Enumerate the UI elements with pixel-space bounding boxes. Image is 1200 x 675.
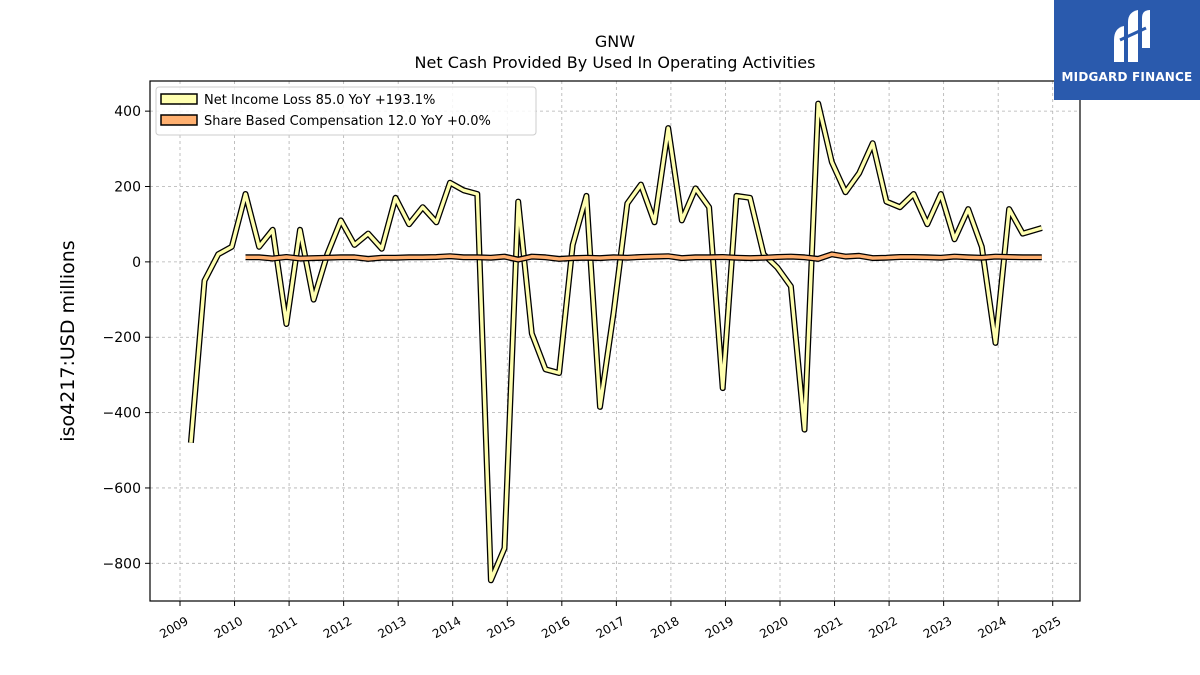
x-tick-label: 2016 (539, 614, 572, 641)
x-tick-label: 2015 (485, 614, 518, 641)
y-tick-label: 200 (114, 180, 141, 196)
grid (150, 81, 1080, 601)
midgard-finance-logo: MIDGARD FINANCE (1054, 0, 1200, 100)
y-axis-label: iso4217:USD millions (57, 240, 79, 441)
x-tick-label: 2020 (757, 614, 790, 641)
legend: Net Income Loss 85.0 YoY +193.1% Share Ba… (155, 86, 537, 136)
logo-text: MIDGARD FINANCE (1061, 70, 1193, 84)
x-tick-label: 2019 (703, 614, 736, 641)
legend-label-0: Net Income Loss 85.0 YoY +193.1% (204, 93, 435, 108)
y-tick-label: −200 (103, 330, 141, 346)
x-tick-label: 2011 (266, 614, 299, 641)
series-lines (187, 100, 1043, 584)
legend-box (155, 86, 537, 136)
x-axis: 2009 2010 2011 2012 2013 2014 2015 2016 2017 2018… (157, 601, 1063, 641)
legend-swatch-0 (160, 93, 198, 105)
x-tick-label: 2009 (157, 614, 190, 641)
logo-mark-icon (1114, 10, 1150, 62)
y-tick-label: 0 (132, 255, 141, 271)
plot-frame (149, 80, 1081, 602)
x-tick-label: 2022 (866, 614, 899, 641)
legend-swatch-1 (160, 114, 198, 126)
x-tick-label: 2013 (375, 614, 408, 641)
series-line-1 (245, 252, 1042, 262)
x-tick-label: 2010 (212, 614, 245, 641)
y-tick-label: −400 (103, 406, 141, 422)
series-line-0 (189, 101, 1043, 582)
x-tick-label: 2017 (594, 614, 627, 641)
legend-label-1: Share Based Compensation 12.0 YoY +0.0% (204, 114, 491, 129)
x-tick-label: 2014 (430, 614, 463, 641)
x-tick-label: 2021 (812, 614, 845, 641)
x-tick-label: 2024 (975, 614, 1008, 641)
x-tick-label: 2012 (321, 614, 354, 641)
x-tick-label: 2025 (1030, 614, 1063, 641)
y-tick-label: −600 (103, 481, 141, 497)
y-axis: 400 200 0 −200 −400 −600 −800 (103, 104, 150, 572)
x-tick-label: 2018 (648, 614, 681, 641)
chart-title: GNW (595, 32, 635, 51)
x-tick-label: 2023 (921, 614, 954, 641)
chart-subtitle: Net Cash Provided By Used In Operating A… (415, 53, 816, 72)
y-tick-label: −800 (103, 556, 141, 572)
y-tick-label: 400 (114, 104, 141, 120)
